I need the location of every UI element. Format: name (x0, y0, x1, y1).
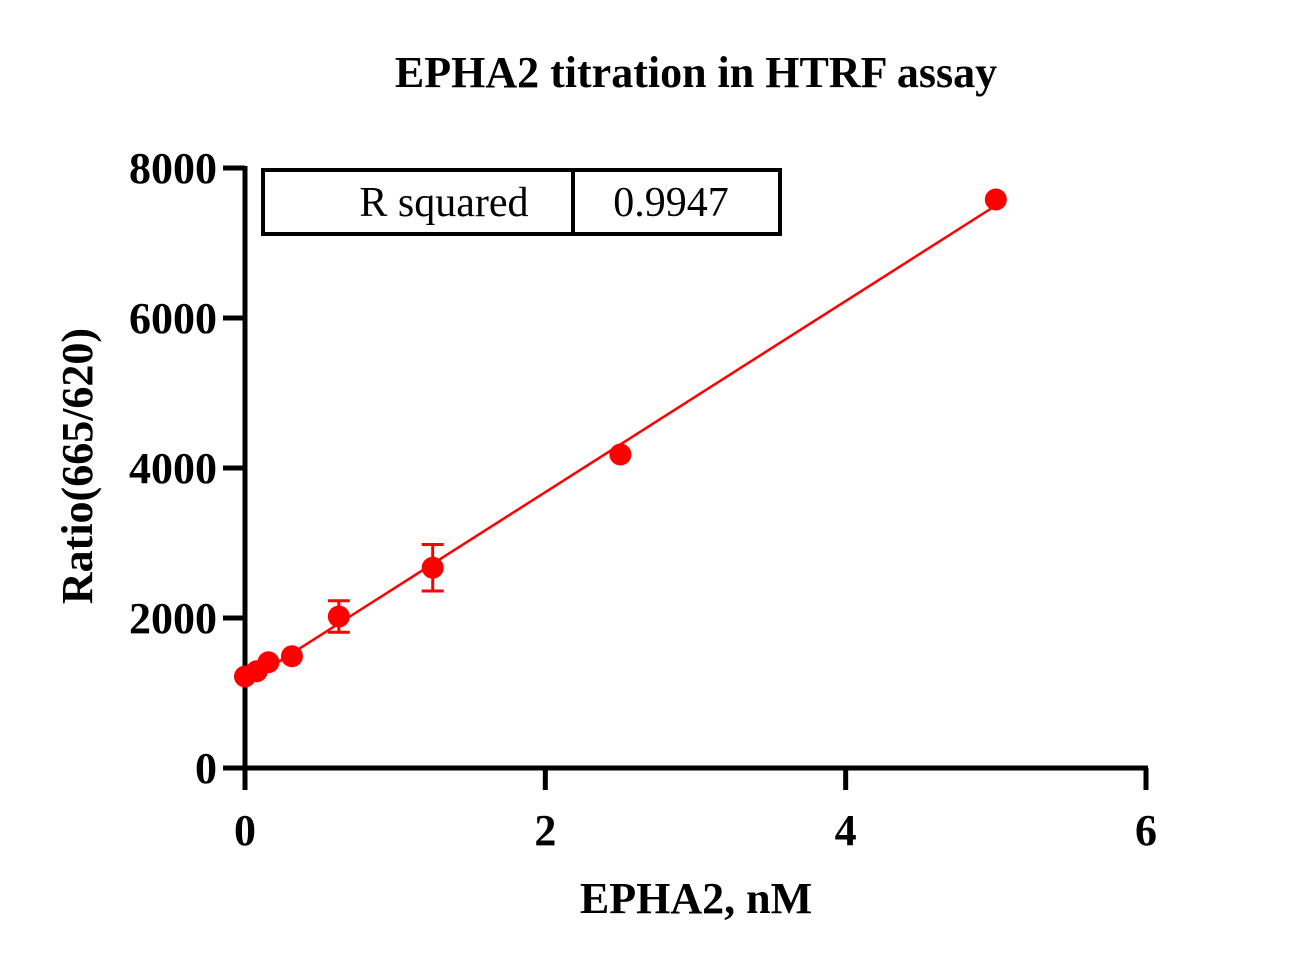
y-tick-label: 0 (195, 744, 217, 793)
x-tick-label: 4 (835, 806, 857, 855)
axes: 0 2000 4000 6000 8000 0 2 4 6 (129, 144, 1157, 855)
stats-table: R squared 0.9947 (261, 168, 782, 236)
x-tick-label: 2 (534, 806, 556, 855)
y-axis-label: Ratio(665/620) (53, 328, 102, 604)
y-tick-label: 4000 (129, 444, 217, 493)
y-tick-label: 6000 (129, 294, 217, 343)
y-tick-label: 2000 (129, 594, 217, 643)
x-tick-label: 0 (234, 806, 256, 855)
y-tick-label: 8000 (129, 144, 217, 193)
data-point (421, 556, 444, 579)
data-points (234, 188, 1007, 688)
data-point (609, 443, 632, 466)
data-point (280, 645, 303, 668)
x-axis-label: EPHA2, nM (580, 874, 812, 923)
stats-table-border (261, 168, 782, 236)
stats-table-label: R squared (359, 180, 528, 226)
x-tick-label: 6 (1135, 806, 1157, 855)
data-point (984, 188, 1007, 211)
data-point (257, 651, 280, 674)
data-point (327, 605, 350, 628)
chart-title: EPHA2 titration in HTRF assay (395, 48, 997, 97)
stats-table-value: 0.9947 (613, 180, 729, 226)
